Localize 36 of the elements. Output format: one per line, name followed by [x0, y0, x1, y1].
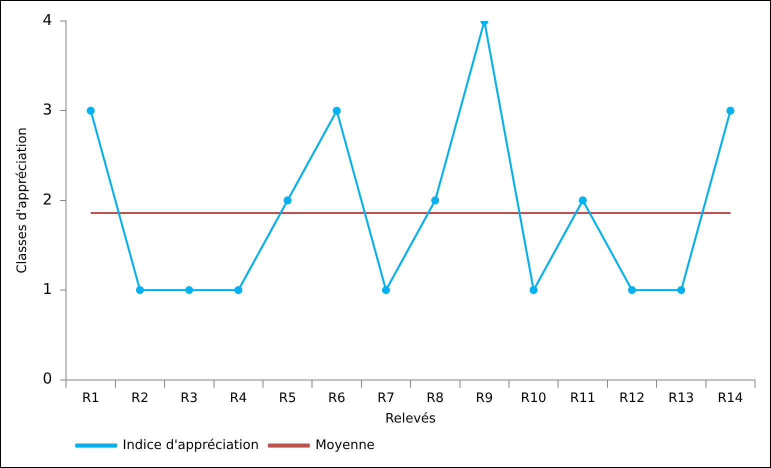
x-tick-label: R4: [230, 390, 248, 406]
point: [185, 286, 194, 294]
y-axis-title: Classes d'appréciation: [15, 127, 30, 274]
x-tick-label: R14: [718, 390, 744, 406]
x-tick-label: R9: [476, 390, 494, 406]
x-tick-label: R3: [180, 390, 198, 406]
legend-label: Indice d'appréciation: [122, 438, 259, 453]
point: [578, 196, 587, 204]
y-tick-label: 2: [42, 190, 52, 208]
point: [677, 286, 686, 294]
y-tick-label: 4: [42, 10, 52, 29]
x-tick-label: R11: [570, 390, 596, 406]
x-tick-label: R7: [377, 390, 395, 406]
x-tick-label: R8: [426, 390, 444, 406]
legend-label: Moyenne: [315, 438, 375, 453]
point: [332, 106, 341, 115]
x-axis-title: Relevés: [385, 412, 436, 427]
point: [726, 106, 734, 115]
x-tick-label: R10: [520, 390, 546, 406]
y-tick-label: 0: [42, 370, 52, 388]
y-tick-label: 1: [42, 280, 52, 298]
point: [431, 196, 440, 204]
point: [136, 286, 144, 294]
y-tick-label: 3: [42, 100, 52, 119]
point: [86, 106, 95, 115]
x-tick-label: R6: [328, 390, 346, 406]
x-tick-label: R5: [278, 390, 296, 406]
point: [382, 286, 390, 294]
x-tick-label: R13: [668, 390, 694, 406]
point: [234, 286, 242, 294]
x-tick-label: R12: [619, 390, 645, 406]
x-tick-label: R1: [82, 390, 100, 406]
x-tick-label: R2: [131, 390, 149, 406]
point: [530, 286, 538, 294]
point: [628, 286, 636, 294]
point: [284, 196, 292, 204]
